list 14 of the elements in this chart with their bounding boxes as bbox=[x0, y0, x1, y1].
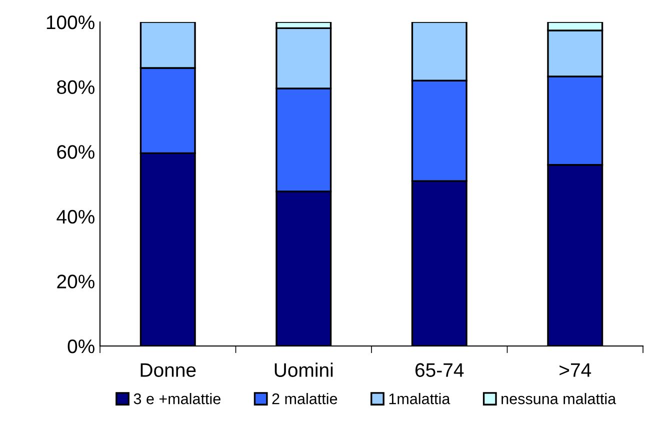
y-tick-label: 0% bbox=[68, 339, 94, 354]
legend-label: 1malattia bbox=[389, 393, 450, 404]
y-tick-label: 20% bbox=[57, 274, 94, 288]
legend-label: 3 e +malattie bbox=[134, 393, 220, 404]
x-tick-label: >74 bbox=[560, 363, 592, 377]
y-tick-label: 60% bbox=[57, 145, 94, 159]
legend-label: 2 malattie bbox=[272, 393, 338, 404]
y-tick-label: 100% bbox=[46, 15, 94, 30]
y-tick-label: 80% bbox=[57, 80, 94, 94]
x-tick-label: Uomini bbox=[274, 362, 333, 377]
x-tick-label: 65-74 bbox=[416, 363, 464, 377]
y-tick-label: 40% bbox=[56, 210, 94, 224]
legend-label: nessuna malattia bbox=[502, 393, 616, 404]
x-tick-label: Donne bbox=[140, 363, 196, 377]
